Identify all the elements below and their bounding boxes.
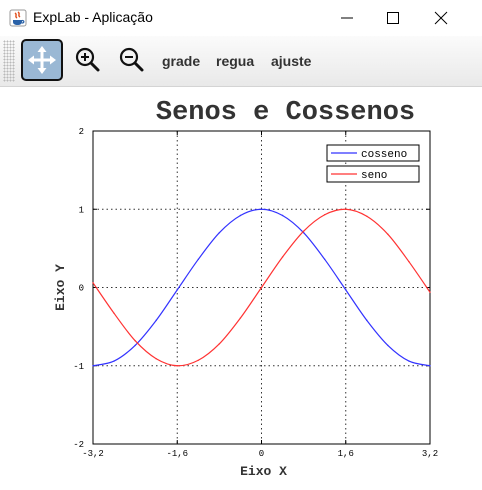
- data-point-cosseno: [281, 214, 284, 217]
- y-tick-label: 2: [79, 127, 84, 137]
- data-point-cosseno: [345, 289, 347, 291]
- window-title: ExpLab - Aplicação: [33, 9, 153, 25]
- data-point-seno: [345, 208, 347, 210]
- maximize-icon: [387, 12, 399, 24]
- zoom-out-icon: [119, 47, 144, 72]
- data-point-seno: [429, 291, 431, 293]
- legend-entry-box: [326, 165, 420, 183]
- y-tick-label: 0: [79, 284, 84, 294]
- zoom-in-button[interactable]: [67, 39, 109, 81]
- zoom-out-button[interactable]: [111, 39, 153, 81]
- data-point-seno: [366, 215, 368, 217]
- data-point-cosseno: [408, 360, 410, 362]
- data-point-cosseno: [239, 214, 242, 217]
- chart-title: Senos e Cossenos: [156, 98, 415, 128]
- data-point-seno: [323, 214, 326, 216]
- chart-area: -3,2 -1,6 0 1,6 3,2 2 1 0 -1 -2 Senos e Cossenos …: [0, 87, 482, 490]
- legend-label-cosseno: cosseno: [361, 149, 407, 161]
- data-point-cosseno: [366, 319, 368, 322]
- ajuste-button[interactable]: ajuste: [271, 53, 312, 69]
- data-point-seno: [197, 359, 200, 361]
- title-bar: ExpLab - Aplicação: [0, 0, 482, 37]
- data-point-cosseno: [155, 319, 157, 322]
- data-point-seno: [302, 230, 305, 232]
- regua-button[interactable]: regua: [216, 53, 255, 69]
- data-point-cosseno: [134, 344, 136, 347]
- maximize-button[interactable]: [370, 0, 416, 36]
- data-point-cosseno: [260, 208, 263, 210]
- data-point-cosseno: [323, 258, 326, 261]
- data-point-seno: [92, 282, 94, 284]
- toolbar-grip[interactable]: [3, 40, 15, 82]
- java-app-icon: [9, 9, 27, 27]
- close-button[interactable]: [418, 0, 464, 36]
- data-point-cosseno: [92, 365, 94, 367]
- x-tick-label: 3,2: [422, 449, 438, 459]
- pan-tool-button[interactable]: [21, 39, 63, 81]
- y-tick-label: -1: [73, 362, 84, 372]
- data-point-seno: [218, 343, 221, 345]
- data-point-cosseno: [429, 365, 431, 367]
- minimize-button[interactable]: [324, 0, 370, 36]
- data-point-seno: [113, 312, 115, 315]
- move-arrows-icon: [28, 46, 56, 74]
- data-point-seno: [239, 317, 242, 319]
- x-tick-label: -3,2: [82, 449, 104, 459]
- y-tick-label: 1: [79, 205, 84, 215]
- grade-button[interactable]: grade: [162, 53, 201, 69]
- data-point-seno: [176, 365, 178, 367]
- data-point-seno: [408, 260, 410, 263]
- zoom-in-icon: [75, 47, 100, 72]
- data-point-seno: [155, 358, 157, 360]
- series-lines: [92, 208, 431, 367]
- legend-label-seno: seno: [361, 170, 387, 182]
- minimize-icon: [341, 17, 353, 19]
- legend-entry-box: [326, 144, 420, 162]
- y-tick-label: -2: [73, 440, 84, 450]
- x-tick-label: 1,6: [338, 449, 354, 459]
- legend: cosseno seno: [326, 144, 420, 183]
- x-tick-label: 0: [259, 449, 264, 459]
- x-tick-label: -1,6: [166, 449, 188, 459]
- data-point-seno: [387, 233, 389, 235]
- data-point-seno: [281, 256, 284, 258]
- data-point-cosseno: [176, 289, 178, 291]
- x-axis-label: Eixo X: [240, 464, 287, 479]
- close-icon: [434, 11, 448, 25]
- data-point-seno: [134, 340, 136, 342]
- y-axis-label: Eixo Y: [53, 264, 68, 311]
- toolbar: grade regua ajuste: [0, 36, 482, 87]
- data-point-cosseno: [218, 232, 221, 234]
- data-point-cosseno: [197, 258, 200, 261]
- data-point-seno: [260, 286, 263, 289]
- data-point-cosseno: [387, 344, 389, 347]
- axis-ticks: -3,2 -1,6 0 1,6 3,2 2 1 0 -1 -2: [73, 127, 438, 459]
- data-point-cosseno: [113, 360, 115, 362]
